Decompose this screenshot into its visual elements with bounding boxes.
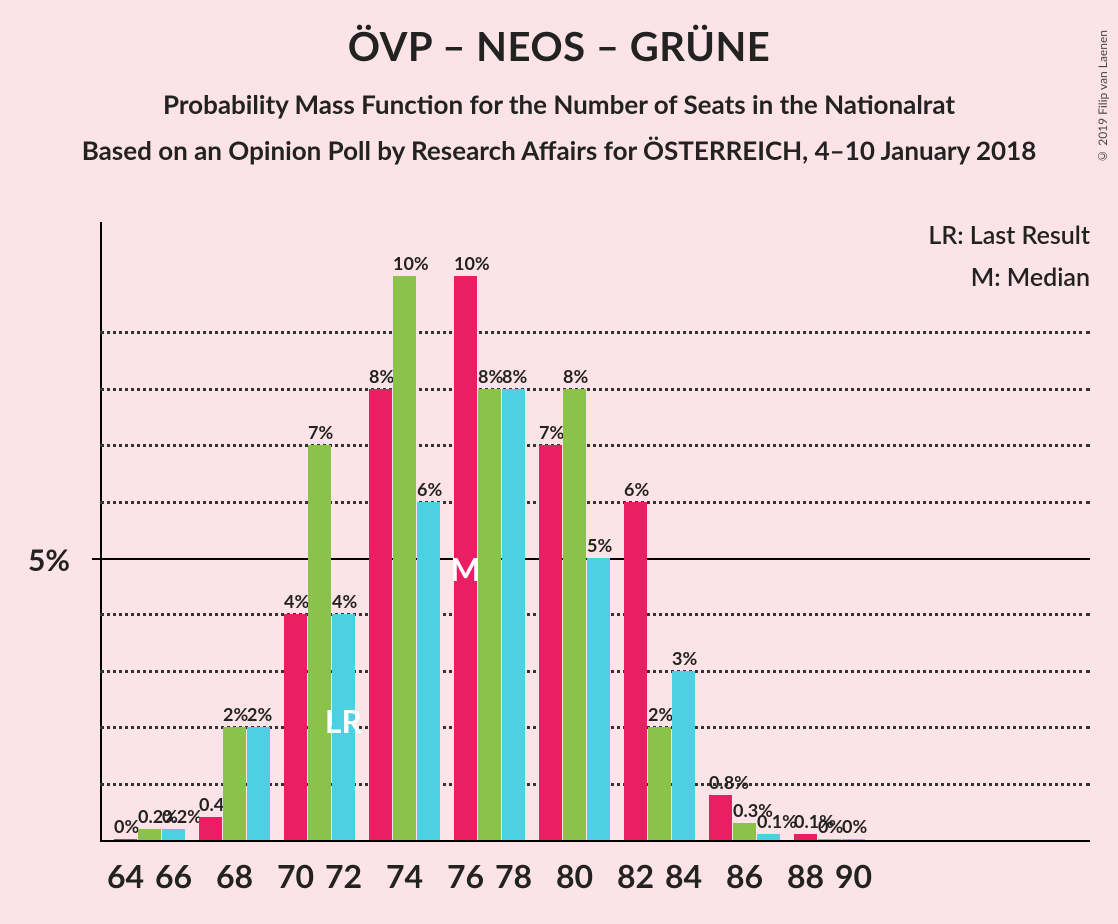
- bar: 0.4%: [199, 817, 222, 840]
- x-axis-label: 80: [556, 856, 593, 895]
- median-marker: M: [450, 549, 480, 588]
- x-axis-label: 70: [277, 856, 314, 895]
- bar-value-label: 0.8%: [709, 771, 732, 793]
- x-axis-label: 68: [216, 856, 253, 895]
- bar: 0.3%: [733, 823, 756, 840]
- bar: 0%: [842, 839, 865, 840]
- bar-value-label: 2%: [648, 703, 671, 725]
- bar-value-label: 0.2%: [162, 805, 185, 827]
- bar-value-label: 0.4%: [199, 793, 222, 815]
- bar: 0.2%: [138, 829, 161, 840]
- bar: 8%: [369, 389, 392, 840]
- bar-value-label: 0.1%: [757, 810, 780, 832]
- chart-title: ÖVP – NEOS – GRÜNE: [0, 22, 1118, 70]
- x-axis: [100, 840, 1090, 842]
- bar-value-label: 3%: [672, 647, 695, 669]
- bar-value-label: 7%: [308, 421, 331, 443]
- x-axis-label: 86: [726, 856, 763, 895]
- bar-value-label: 0.2%: [138, 805, 161, 827]
- chart-subtitle: Probability Mass Function for the Number…: [0, 88, 1118, 120]
- x-axis-label: 72: [325, 856, 362, 895]
- bar: 8%: [478, 389, 501, 840]
- chart-source: Based on an Opinion Poll by Research Aff…: [0, 134, 1118, 166]
- bar-value-label: 0%: [842, 815, 865, 837]
- bar: 7%: [539, 445, 562, 840]
- bar-value-label: 0.3%: [733, 799, 756, 821]
- x-axis-label: 90: [835, 856, 872, 895]
- bar-value-label: 5%: [587, 534, 610, 556]
- gridline: [100, 388, 1090, 391]
- bar-value-label: 6%: [417, 478, 440, 500]
- bar: 0.1%: [757, 834, 780, 840]
- gridline: [100, 444, 1090, 447]
- bar: 8%: [563, 389, 586, 840]
- bar: 2%: [648, 727, 671, 840]
- bar: 3%: [672, 671, 695, 840]
- bar-value-label: 2%: [223, 703, 246, 725]
- bar-value-label: 2%: [247, 703, 270, 725]
- y-axis: [100, 222, 102, 842]
- chart-plot-area: 5% 0%0.2%0.2%0.4%2%2%4%7%4%LR8%10%6%10%M…: [100, 222, 1090, 842]
- x-axis-label: 74: [386, 856, 423, 895]
- bar: 10%: [393, 276, 416, 840]
- bar-value-label: 0%: [818, 815, 841, 837]
- copyright-text: © 2019 Filip van Laenen: [1095, 30, 1110, 164]
- bar-value-label: 0%: [114, 815, 137, 837]
- bar: 0.1%: [794, 834, 817, 840]
- bar: 8%: [502, 389, 525, 840]
- bar: 4%: [284, 614, 307, 840]
- y-axis-label-5pct: 5%: [28, 542, 70, 578]
- bar-value-label: 0.1%: [794, 810, 817, 832]
- x-axis-label: 88: [787, 856, 824, 895]
- x-axis-label: 82: [617, 856, 654, 895]
- bar: 7%: [308, 445, 331, 840]
- bar: 2%: [247, 727, 270, 840]
- bar-value-label: 8%: [369, 365, 392, 387]
- bar: 0.8%: [709, 795, 732, 840]
- bar-value-label: 4%: [332, 590, 355, 612]
- bar: 6%: [624, 502, 647, 840]
- bar: 0%: [114, 839, 137, 840]
- x-axis-labels: 64 66 68 70 72 74 76 78 80 82 84 86 88 90: [100, 850, 1090, 910]
- x-axis-label: 64: [107, 856, 144, 895]
- gridline: [100, 501, 1090, 504]
- x-axis-label: 66: [155, 856, 192, 895]
- bar-value-label: 7%: [539, 421, 562, 443]
- bar: 2%: [223, 727, 246, 840]
- bar-value-label: 8%: [502, 365, 525, 387]
- bar: 6%: [417, 502, 440, 840]
- gridline: [100, 331, 1090, 334]
- last-result-marker: LR: [325, 701, 362, 740]
- bar-value-label: 8%: [563, 365, 586, 387]
- bar-value-label: 10%: [454, 252, 477, 274]
- x-axis-label: 78: [495, 856, 532, 895]
- bar: 5%: [587, 558, 610, 840]
- bar-value-label: 10%: [393, 252, 416, 274]
- bar-value-label: 6%: [624, 478, 647, 500]
- bar: 0.2%: [162, 829, 185, 840]
- x-axis-label: 76: [447, 856, 484, 895]
- x-axis-label: 84: [665, 856, 702, 895]
- bar-value-label: 4%: [284, 590, 307, 612]
- bar: 0%: [818, 839, 841, 840]
- bar-value-label: 8%: [478, 365, 501, 387]
